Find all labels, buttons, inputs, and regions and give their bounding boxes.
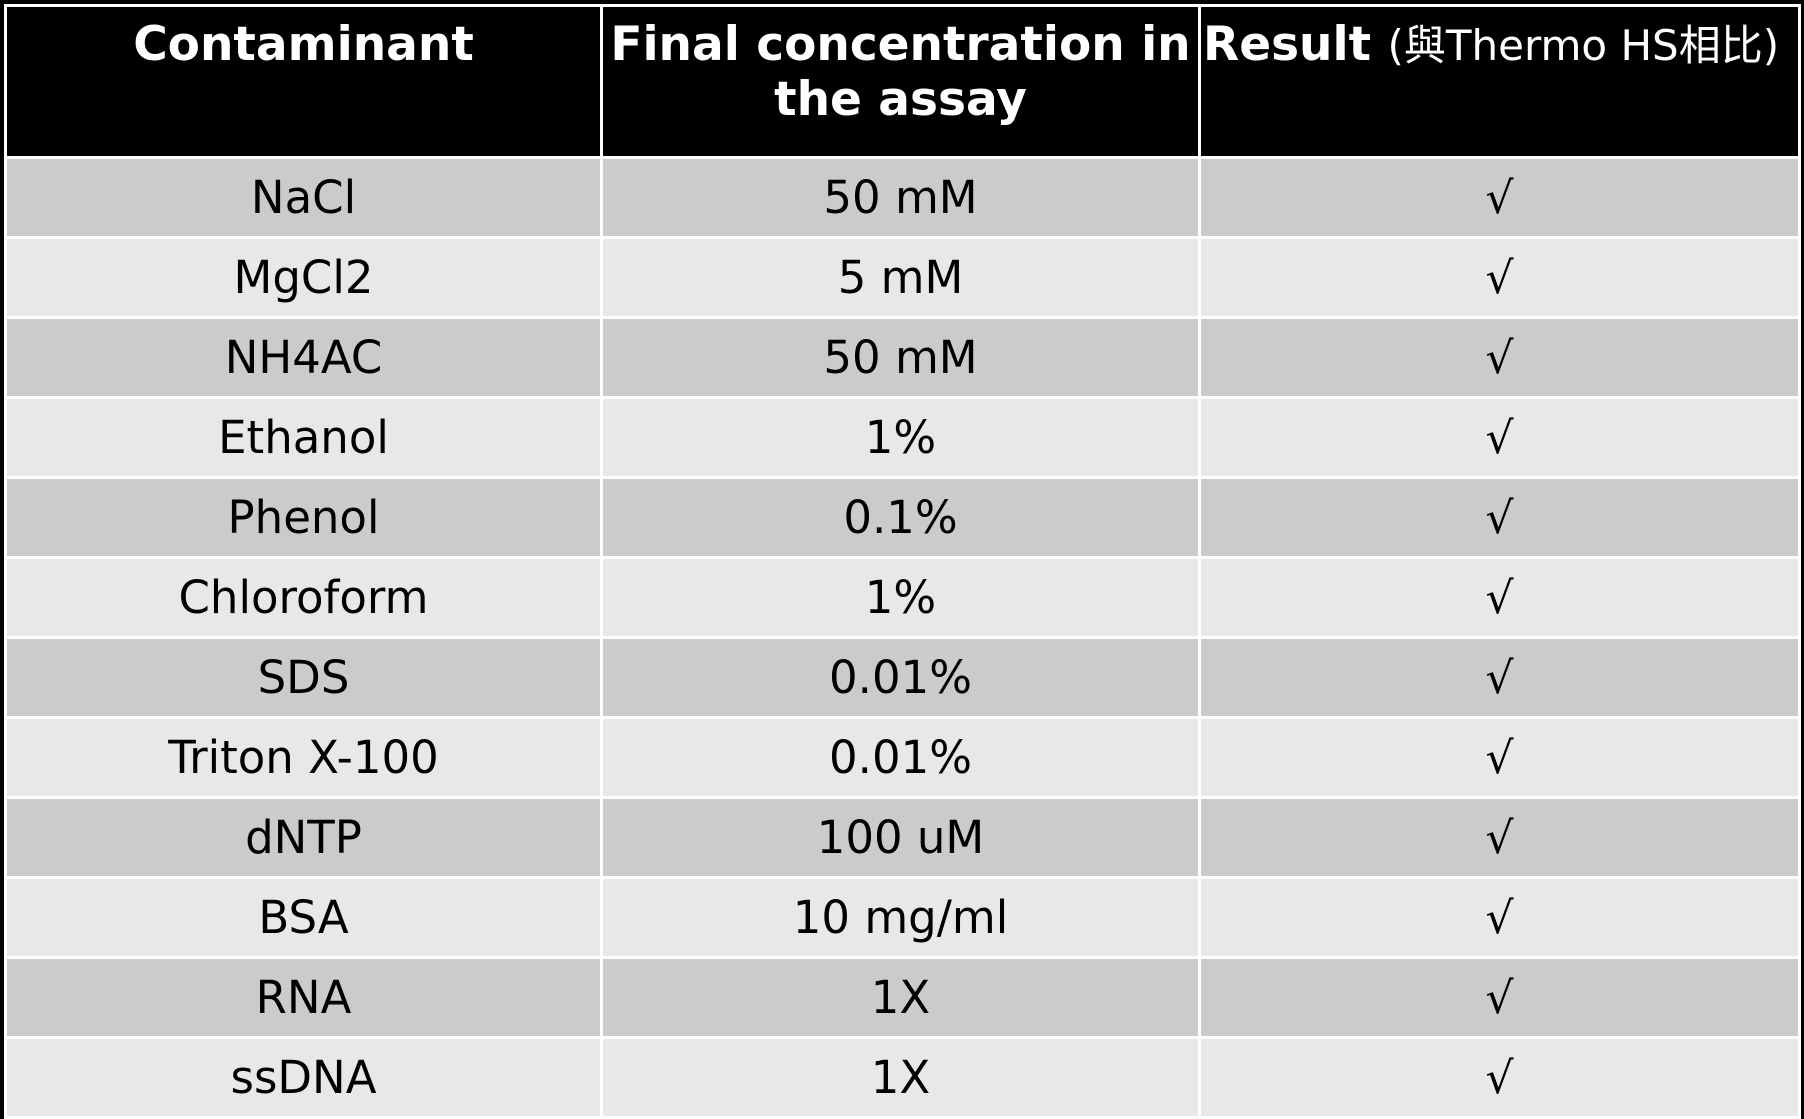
table-row: Phenol 0.1% √: [4, 476, 1801, 559]
concentration-cell: 100 uM: [600, 796, 1201, 879]
concentration-cell: 10 mg/ml: [600, 876, 1201, 959]
checkmark-icon: √: [1485, 413, 1514, 464]
checkmark-icon: √: [1485, 733, 1514, 784]
contaminant-cell: Chloroform: [4, 556, 603, 639]
concentration-cell: 1%: [600, 556, 1201, 639]
contaminant-table-frame: Contaminant Final concentration in the a…: [4, 4, 1801, 1119]
concentration-cell: 5 mM: [600, 236, 1201, 319]
contaminant-table: Contaminant Final concentration in the a…: [4, 4, 1801, 1119]
contaminant-cell: Ethanol: [4, 396, 603, 479]
concentration-cell: 1X: [600, 1036, 1201, 1119]
concentration-cell: 0.01%: [600, 716, 1201, 799]
result-cell: √: [1198, 956, 1801, 1039]
result-cell: √: [1198, 636, 1801, 719]
contaminant-cell: Phenol: [4, 476, 603, 559]
checkmark-icon: √: [1485, 173, 1514, 224]
concentration-cell: 0.1%: [600, 476, 1201, 559]
concentration-cell: 1%: [600, 396, 1201, 479]
table-row: dNTP 100 uM √: [4, 796, 1801, 879]
table-row: Triton X-100 0.01% √: [4, 716, 1801, 799]
header-result-label: Result: [1203, 17, 1372, 72]
result-cell: √: [1198, 1036, 1801, 1119]
checkmark-icon: √: [1485, 973, 1514, 1024]
concentration-cell: 50 mM: [600, 156, 1201, 239]
checkmark-icon: √: [1485, 253, 1514, 304]
contaminant-cell: Triton X-100: [4, 716, 603, 799]
result-cell: √: [1198, 236, 1801, 319]
checkmark-icon: √: [1485, 653, 1514, 704]
table-row: RNA 1X √: [4, 956, 1801, 1039]
concentration-cell: 1X: [600, 956, 1201, 1039]
table-row: ssDNA 1X √: [4, 1036, 1801, 1119]
checkmark-icon: √: [1485, 573, 1514, 624]
contaminant-cell: MgCl2: [4, 236, 603, 319]
contaminant-cell: RNA: [4, 956, 603, 1039]
checkmark-icon: √: [1485, 333, 1514, 384]
table-row: BSA 10 mg/ml √: [4, 876, 1801, 959]
checkmark-icon: √: [1485, 1053, 1514, 1104]
checkmark-icon: √: [1485, 813, 1514, 864]
result-cell: √: [1198, 716, 1801, 799]
table-row: MgCl2 5 mM √: [4, 236, 1801, 319]
result-cell: √: [1198, 796, 1801, 879]
header-result: Result (與Thermo HS相比): [1198, 4, 1801, 159]
result-cell: √: [1198, 876, 1801, 959]
result-cell: √: [1198, 316, 1801, 399]
contaminant-cell: SDS: [4, 636, 603, 719]
result-cell: √: [1198, 556, 1801, 639]
checkmark-icon: √: [1485, 893, 1514, 944]
contaminant-cell: BSA: [4, 876, 603, 959]
concentration-cell: 0.01%: [600, 636, 1201, 719]
contaminant-cell: dNTP: [4, 796, 603, 879]
table-row: SDS 0.01% √: [4, 636, 1801, 719]
header-result-note: (與Thermo HS相比): [1387, 21, 1780, 70]
result-cell: √: [1198, 396, 1801, 479]
concentration-cell: 50 mM: [600, 316, 1201, 399]
header-contaminant: Contaminant: [4, 4, 603, 159]
contaminant-cell: NaCl: [4, 156, 603, 239]
checkmark-icon: √: [1485, 493, 1514, 544]
table-body: NaCl 50 mM √ MgCl2 5 mM √ NH4AC 50 mM √ …: [4, 156, 1801, 1119]
contaminant-cell: ssDNA: [4, 1036, 603, 1119]
table-row: Ethanol 1% √: [4, 396, 1801, 479]
table-header: Contaminant Final concentration in the a…: [4, 4, 1801, 159]
header-row: Contaminant Final concentration in the a…: [4, 4, 1801, 159]
contaminant-cell: NH4AC: [4, 316, 603, 399]
header-concentration: Final concentration in the assay: [600, 4, 1201, 159]
result-cell: √: [1198, 476, 1801, 559]
table-row: NH4AC 50 mM √: [4, 316, 1801, 399]
table-row: Chloroform 1% √: [4, 556, 1801, 639]
table-row: NaCl 50 mM √: [4, 156, 1801, 239]
result-cell: √: [1198, 156, 1801, 239]
